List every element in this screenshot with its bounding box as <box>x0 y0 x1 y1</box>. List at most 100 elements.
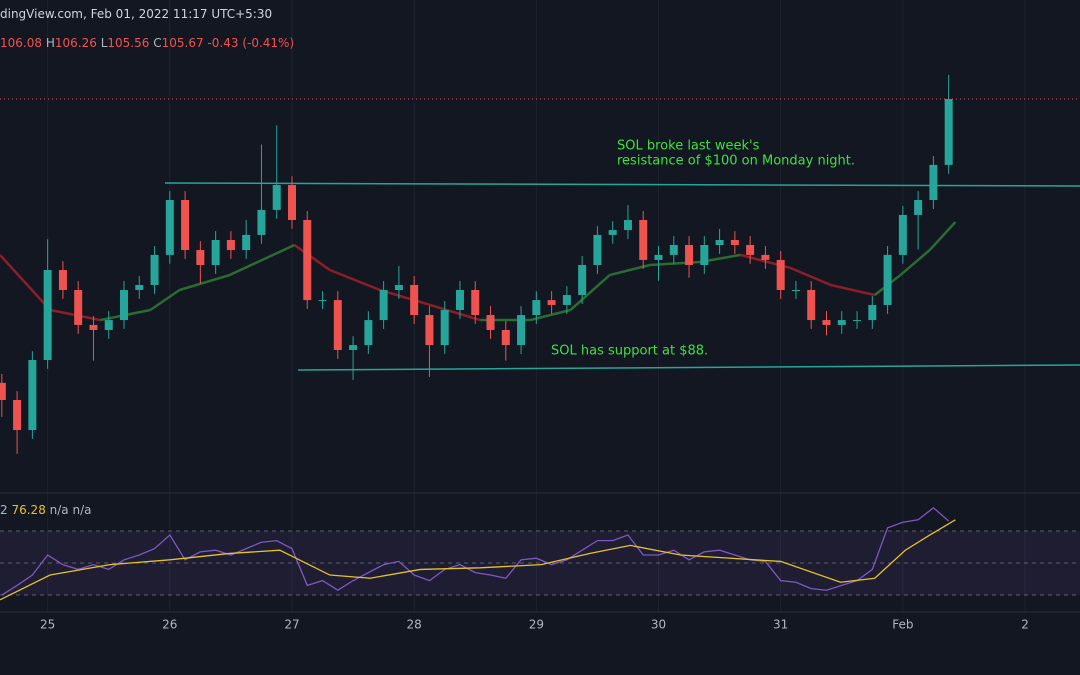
candle-body <box>547 300 556 305</box>
candle-body <box>807 290 816 321</box>
candle-body <box>379 290 388 321</box>
candle-body <box>517 315 526 346</box>
rsi-extra: n/a <box>72 503 92 517</box>
candle-body <box>226 239 235 251</box>
x-axis: 25 26 27 28 29 30 31 Feb 2 <box>40 618 1029 632</box>
x-tick-label: 26 <box>162 618 177 632</box>
candle-body <box>303 219 312 301</box>
annotation: SOL has support at $88. <box>551 344 708 359</box>
moving-average <box>149 288 181 312</box>
rsi-pane <box>0 506 1080 601</box>
candle-body <box>944 99 953 165</box>
x-tick-label: 25 <box>40 618 55 632</box>
candle-body <box>623 219 632 231</box>
candle-body <box>761 254 770 260</box>
moving-average <box>229 243 295 277</box>
candle-body <box>730 239 739 245</box>
candle-body <box>837 320 846 325</box>
candle-body <box>0 382 6 400</box>
low-value: 105.56 <box>107 36 150 50</box>
candle-body <box>868 304 877 321</box>
candle-body <box>822 320 831 325</box>
candle-body <box>593 234 602 265</box>
candle-body <box>440 309 449 346</box>
candle-body <box>914 199 923 215</box>
rsi-legend: 2 76.28 n/a n/a <box>0 503 92 517</box>
x-tick-label: 29 <box>529 618 544 632</box>
candle-body <box>74 290 83 325</box>
candle-body <box>471 290 480 316</box>
x-tick-label: Feb <box>892 618 913 632</box>
candle-body <box>242 234 251 251</box>
candle-body <box>43 270 52 361</box>
x-tick-label: 30 <box>651 618 666 632</box>
candle-body <box>776 259 785 291</box>
candle-body <box>333 300 342 350</box>
candle-body <box>318 300 327 302</box>
moving-average <box>179 273 231 292</box>
moving-average <box>329 268 381 292</box>
candle-body <box>58 270 67 291</box>
candle-body <box>486 315 495 330</box>
price-pane <box>0 74 1080 454</box>
ohlc-legend: 106.08 H106.26 L105.56 C105.67 -0.43 (-0… <box>0 36 294 50</box>
candle-body <box>425 315 434 346</box>
rsi-value: 76.28 <box>11 503 46 517</box>
low-label: L <box>100 36 108 50</box>
candle-body <box>654 254 663 260</box>
change-percent: (-0.41%) <box>242 36 295 50</box>
candle-body <box>578 264 587 296</box>
moving-average <box>928 221 957 251</box>
candle-body <box>196 250 205 265</box>
candle-body <box>394 284 403 291</box>
candle-body <box>669 245 678 255</box>
candle-body <box>13 399 22 431</box>
close-label: C <box>153 36 162 50</box>
annotation: SOL broke last week's <box>617 139 760 154</box>
candle-body <box>715 239 724 245</box>
moving-average <box>293 243 331 272</box>
moving-average <box>830 283 876 297</box>
candle-body <box>257 209 266 235</box>
x-tick-label: 2 <box>1021 618 1029 632</box>
candle-body <box>211 239 220 265</box>
candle-body <box>28 360 37 431</box>
candle-body <box>150 254 159 285</box>
rsi-line <box>0 519 956 601</box>
moving-average <box>569 274 611 311</box>
moving-average <box>429 303 481 322</box>
candle-body <box>455 290 464 310</box>
candle-body <box>562 295 571 305</box>
candle-body <box>853 320 862 322</box>
x-tick-label: 27 <box>284 618 299 632</box>
candle-body <box>287 185 296 220</box>
change-value: -0.43 <box>207 36 239 50</box>
open-value: 106.08 <box>0 36 42 50</box>
header-source: dingView.com, Feb 01, 2022 11:17 UTC+5:3… <box>0 7 272 21</box>
support-line <box>297 364 1080 371</box>
rsi-label: 2 <box>0 503 8 517</box>
candle-body <box>883 254 892 305</box>
moving-average <box>529 308 571 322</box>
annotation: resistance of $100 on Monday night. <box>617 154 855 169</box>
candle-body <box>685 245 694 265</box>
grid <box>47 0 1026 612</box>
candle-body <box>364 320 373 346</box>
candle-body <box>272 185 281 210</box>
high-label: H <box>45 36 55 50</box>
candle-body <box>120 290 129 321</box>
candle-body <box>349 345 358 350</box>
candle-body <box>410 284 419 316</box>
moving-average <box>899 249 931 277</box>
high-value: 106.26 <box>54 36 97 50</box>
x-tick-label: 28 <box>407 618 422 632</box>
x-tick-label: 31 <box>773 618 788 632</box>
candle-body <box>746 245 755 255</box>
candle-body <box>135 284 144 291</box>
rsi-extra: n/a <box>49 503 69 517</box>
candle-body <box>165 199 174 255</box>
candle-body <box>89 324 98 330</box>
candle-body <box>791 290 800 292</box>
